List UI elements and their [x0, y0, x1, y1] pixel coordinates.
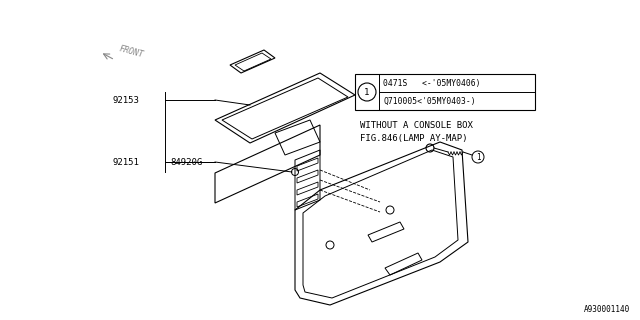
Text: FIG.846(LAMP AY-MAP): FIG.846(LAMP AY-MAP) [360, 133, 467, 142]
Text: 92151: 92151 [112, 157, 139, 166]
Text: WITHOUT A CONSOLE BOX: WITHOUT A CONSOLE BOX [360, 121, 473, 130]
Text: 1: 1 [364, 87, 370, 97]
Text: 92153: 92153 [112, 95, 139, 105]
Bar [355, 74, 535, 110]
Text: FRONT: FRONT [118, 44, 145, 60]
Text: 0471S   <-'05MY0406): 0471S <-'05MY0406) [383, 78, 481, 87]
Text: A930001140: A930001140 [584, 305, 630, 314]
Text: Q710005<'05MY0403-): Q710005<'05MY0403-) [383, 97, 476, 106]
Circle shape [358, 83, 376, 101]
Text: 84920G: 84920G [170, 157, 202, 166]
Text: 1: 1 [476, 153, 480, 162]
